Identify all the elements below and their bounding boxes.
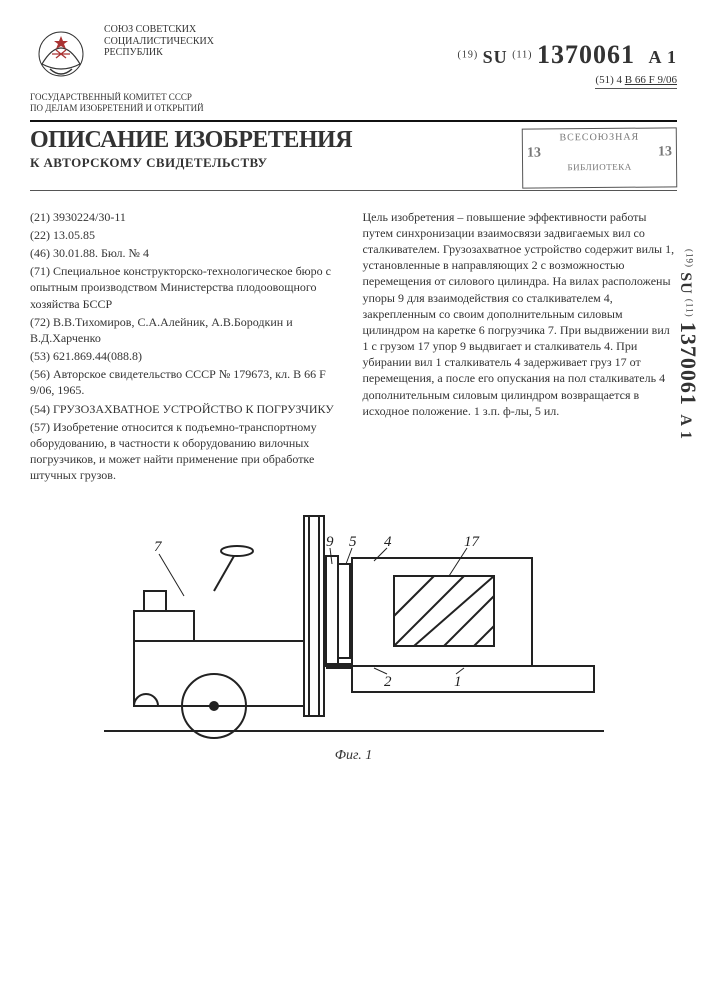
label-1: 1 (454, 674, 462, 690)
ussr-emblem-icon (30, 24, 92, 84)
divider (30, 120, 677, 122)
label-7: 7 (154, 539, 163, 555)
title-block: ОПИСАНИЕ ИЗОБРЕТЕНИЯ К АВТОРСКОМУ СВИДЕТ… (30, 128, 677, 188)
divider-thin (30, 190, 677, 191)
doc-suffix: A 1 (648, 47, 677, 67)
field-46: (46) 30.01.88. Бюл. № 4 (30, 245, 345, 261)
figure-1: 7 9 5 4 17 2 1 Фиг. 1 (30, 496, 677, 764)
stamp-right: 13 (658, 143, 672, 161)
field-54: (54) ГРУЗОЗАХВАТНОЕ УСТРОЙСТВО К ПОГРУЗЧ… (30, 401, 345, 417)
forklift-diagram: 7 9 5 4 17 2 1 (94, 496, 614, 746)
library-stamp: ВСЕСОЮЗНАЯ 13 13 БИБЛИОТЕКА (522, 127, 678, 188)
text-columns: (21) 3930224/30-11 (22) 13.05.85 (46) 30… (30, 209, 677, 486)
right-column: Цель изобретения – повышение эффективнос… (363, 209, 678, 486)
code-prefix: SU (483, 47, 508, 67)
side-doc-number: (19) SU (11) 1370061 A 1 (675, 249, 701, 440)
doc-number: 1370061 (537, 40, 635, 69)
figure-caption: Фиг. 1 (30, 748, 677, 764)
side-prefix: SU (677, 272, 694, 294)
committee-text: ГОСУДАРСТВЕННЫЙ КОМИТЕТ СССР ПО ДЕЛАМ ИЗ… (30, 92, 677, 114)
abstract-text: Цель изобретения – повышение эффективнос… (363, 209, 678, 419)
field-56: (56) Авторское свидетельство СССР № 1796… (30, 366, 345, 398)
label-17: 17 (464, 534, 481, 550)
field-53: (53) 621.869.44(088.8) (30, 348, 345, 364)
ipc-code: B 66 F 9/06 (625, 74, 677, 86)
side-number: 1370061 (676, 322, 701, 406)
label-9: 9 (326, 534, 334, 550)
patent-page: СОЮЗ СОВЕТСКИХ СОЦИАЛИСТИЧЕСКИХ РЕСПУБЛИ… (0, 0, 707, 788)
stamp-line3: БИБЛИОТЕКА (527, 161, 672, 174)
side-sub-small: (11) (684, 299, 694, 318)
label-5: 5 (349, 534, 357, 550)
label-2: 2 (384, 674, 392, 690)
doc-subtitle: К АВТОРСКОМУ СВИДЕТЕЛЬСТВУ (30, 155, 352, 171)
label-4: 4 (384, 534, 392, 550)
field-57: (57) Изобретение относится к подъемно-тр… (30, 419, 345, 484)
union-text: СОЮЗ СОВЕТСКИХ СОЦИАЛИСТИЧЕСКИХ РЕСПУБЛИ… (104, 24, 214, 59)
stamp-line1: ВСЕСОЮЗНАЯ (527, 130, 672, 144)
code-sub-small: (11) (512, 49, 532, 60)
side-prefix-small: (19) (684, 249, 694, 268)
side-suffix: A 1 (677, 414, 694, 440)
ipc-prefix: (51) 4 (595, 74, 622, 86)
left-column: (21) 3930224/30-11 (22) 13.05.85 (46) 30… (30, 209, 345, 486)
field-72: (72) В.В.Тихомиров, С.А.Алейник, А.В.Бор… (30, 314, 345, 346)
stamp-left: 13 (527, 144, 541, 162)
doc-number-block: (19) SU (11) 1370061 A 1 (51) 4 B 66 F 9… (458, 40, 678, 89)
code-prefix-small: (19) (458, 49, 479, 60)
doc-title: ОПИСАНИЕ ИЗОБРЕТЕНИЯ (30, 128, 352, 153)
field-21: (21) 3930224/30-11 (30, 209, 345, 225)
field-71: (71) Специальное конструкторско-технолог… (30, 263, 345, 312)
field-22: (22) 13.05.85 (30, 227, 345, 243)
